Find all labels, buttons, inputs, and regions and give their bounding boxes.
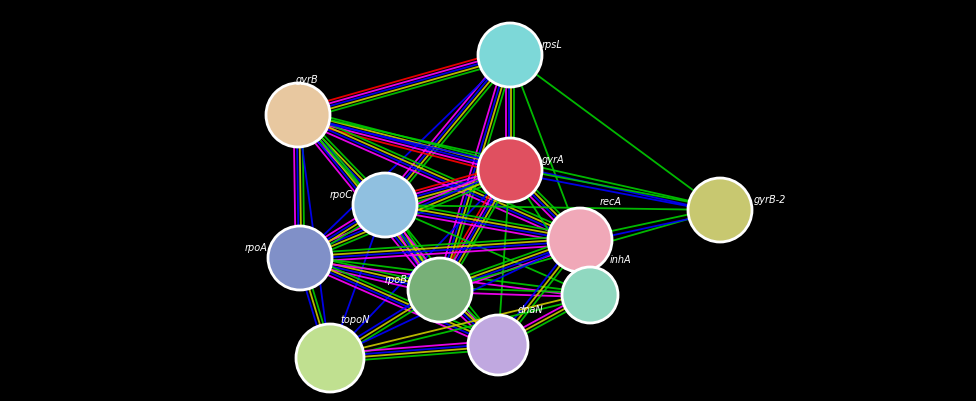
Text: rpsL: rpsL — [542, 40, 563, 50]
Circle shape — [570, 275, 610, 315]
Circle shape — [305, 334, 354, 383]
Circle shape — [275, 92, 321, 138]
Text: dnaN: dnaN — [518, 305, 544, 315]
Circle shape — [408, 258, 472, 322]
Text: rpoA: rpoA — [245, 243, 268, 253]
Text: gyrB: gyrB — [296, 75, 319, 85]
Circle shape — [296, 324, 364, 392]
Circle shape — [266, 83, 330, 147]
Circle shape — [548, 208, 612, 272]
Text: recA: recA — [600, 197, 622, 207]
Circle shape — [362, 182, 408, 228]
Circle shape — [487, 32, 533, 78]
Circle shape — [417, 267, 463, 313]
Circle shape — [476, 323, 519, 367]
Text: inhA: inhA — [610, 255, 631, 265]
Circle shape — [468, 315, 528, 375]
Text: topoN: topoN — [340, 315, 369, 325]
Circle shape — [562, 267, 618, 323]
Circle shape — [688, 178, 752, 242]
Circle shape — [268, 226, 332, 290]
Circle shape — [478, 23, 542, 87]
Text: gyrB-2: gyrB-2 — [754, 195, 787, 205]
Circle shape — [478, 138, 542, 202]
Text: rpoB: rpoB — [385, 275, 408, 285]
Circle shape — [487, 147, 533, 193]
Circle shape — [557, 217, 603, 263]
Text: rpoC: rpoC — [330, 190, 353, 200]
Circle shape — [697, 187, 743, 233]
Circle shape — [353, 173, 417, 237]
Circle shape — [277, 235, 323, 281]
Text: gyrA: gyrA — [542, 155, 565, 165]
